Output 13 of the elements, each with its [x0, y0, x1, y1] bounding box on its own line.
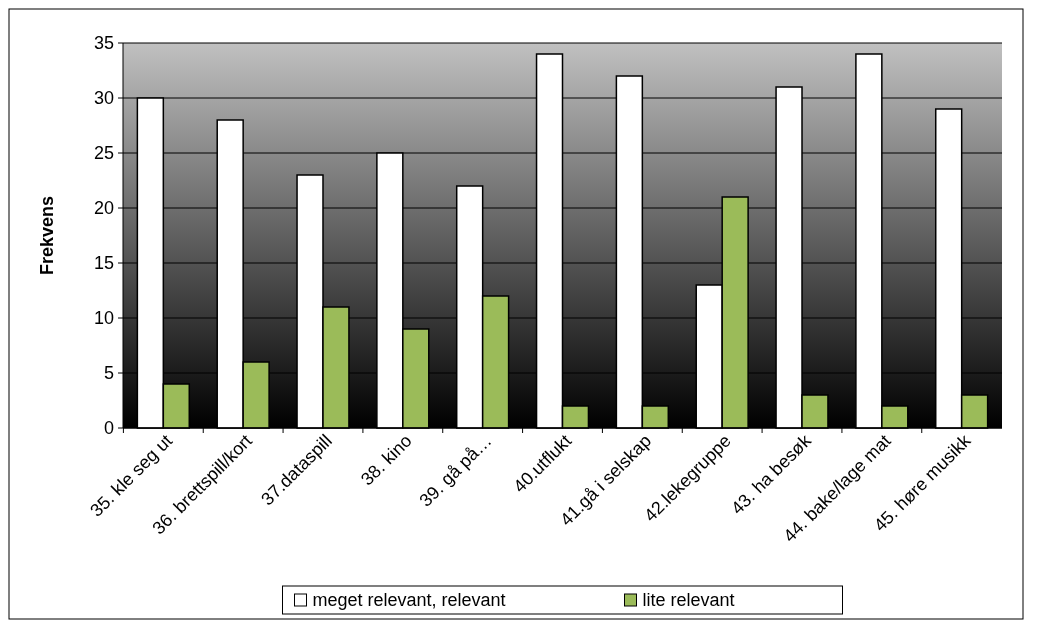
y-tick-label: 0 [103, 418, 114, 439]
y-tick-label: 25 [93, 143, 114, 164]
y-tick-label: 30 [93, 88, 114, 109]
y-tick-label: 5 [103, 363, 114, 384]
legend-label: lite relevant [642, 590, 735, 611]
x-tick-label: 39. gå på… [415, 430, 496, 511]
y-tick-label: 35 [93, 33, 114, 54]
y-axis-title: Frekvens [37, 195, 57, 276]
legend-label: meget relevant, relevant [312, 590, 506, 611]
x-tick-label: 38. kino [356, 430, 416, 490]
y-tick-label: 10 [93, 308, 114, 329]
y-tick-label: 15 [93, 253, 114, 274]
y-tick-label: 20 [93, 198, 114, 219]
